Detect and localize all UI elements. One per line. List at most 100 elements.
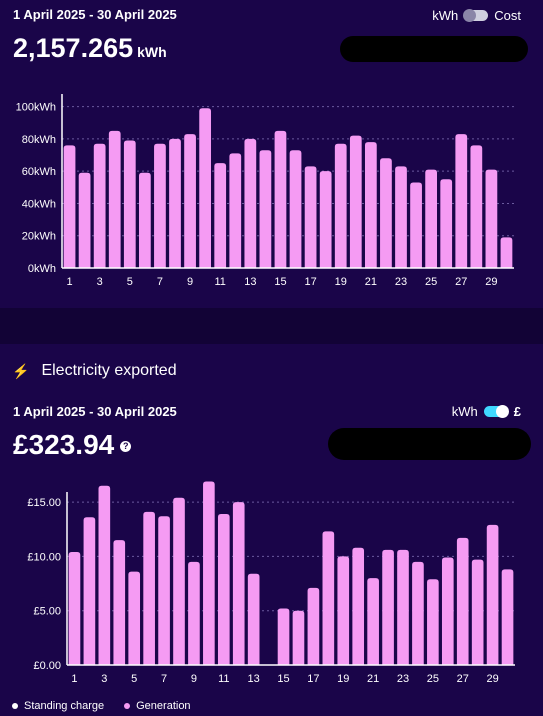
bar-day-28 [470, 145, 483, 268]
usage-date-range: 1 April 2025 - 30 April 2025 [13, 7, 177, 22]
bar-day-7 [154, 143, 166, 268]
export-date-range: 1 April 2025 - 30 April 2025 [13, 404, 177, 419]
x-tick-label: 27 [455, 276, 467, 288]
bar-day-28 [471, 559, 484, 665]
usage-unit-toggle[interactable]: kWh Cost [432, 8, 521, 23]
usage-total-value: 2,157.265 [13, 33, 134, 63]
usage-toggle-knob [463, 9, 477, 22]
bar-day-26 [440, 179, 453, 268]
y-tick-label: 80kWh [22, 134, 56, 146]
bar-day-30 [500, 237, 513, 268]
generation-dot-icon [124, 703, 131, 709]
bar-day-29 [486, 524, 499, 665]
bar-day-3 [93, 143, 106, 268]
bar-day-7 [158, 516, 170, 665]
bar-day-13 [247, 573, 260, 665]
y-tick-label: 20kWh [22, 231, 56, 243]
bar-day-10 [203, 481, 215, 665]
x-tick-label: 15 [274, 276, 286, 288]
export-toggle-switch[interactable] [483, 405, 509, 418]
bar-day-16 [292, 610, 305, 665]
legend-standing-charge-label: Standing charge [24, 700, 105, 712]
y-tick-label: £10.00 [27, 551, 61, 563]
legend-standing-charge: Standing charge [12, 700, 104, 712]
x-tick-label: 19 [335, 276, 347, 288]
export-panel: ⚡ Electricity exported 1 April 2025 - 30… [0, 344, 543, 716]
export-section-header: ⚡ Electricity exported [12, 362, 177, 380]
export-toggle-right-label: £ [513, 404, 521, 419]
x-tick-label: 9 [191, 673, 197, 685]
bar-day-15 [274, 130, 287, 268]
x-tick-label: 1 [66, 276, 72, 288]
x-tick-label: 13 [248, 673, 260, 685]
export-total: £323.94? [13, 429, 132, 461]
bar-day-11 [217, 514, 230, 665]
bar-day-29 [485, 169, 498, 268]
bar-day-27 [456, 537, 469, 665]
bar-day-12 [232, 502, 245, 665]
x-tick-label: 21 [365, 276, 377, 288]
lightning-bolt-icon: ⚡ [12, 362, 30, 379]
x-tick-label: 29 [485, 276, 497, 288]
bar-day-21 [367, 578, 379, 665]
export-unit-toggle[interactable]: kWh £ [452, 404, 521, 419]
bar-day-4 [113, 540, 126, 665]
bar-day-6 [143, 511, 155, 665]
x-tick-label: 1 [71, 673, 77, 685]
bar-day-4 [108, 130, 121, 268]
bar-day-1 [68, 552, 81, 665]
bar-day-2 [83, 517, 96, 665]
x-tick-label: 29 [486, 673, 498, 685]
x-tick-label: 11 [214, 276, 225, 288]
x-tick-label: 3 [101, 673, 107, 685]
bar-day-26 [441, 557, 454, 665]
bar-day-14 [259, 150, 272, 268]
y-tick-label: 60kWh [22, 166, 56, 178]
bar-day-24 [412, 561, 424, 665]
x-tick-label: 5 [131, 673, 137, 685]
usage-panel: 1 April 2025 - 30 April 2025 kWh Cost 2,… [0, 0, 543, 308]
redacted-area-2 [328, 428, 531, 460]
y-tick-label: £5.00 [33, 606, 61, 618]
bar-day-13 [244, 138, 257, 268]
usage-toggle-switch[interactable] [463, 9, 489, 22]
x-tick-label: 25 [427, 673, 439, 685]
x-tick-label: 7 [157, 276, 163, 288]
x-tick-label: 17 [307, 673, 319, 685]
bar-day-25 [427, 579, 439, 665]
x-tick-label: 11 [218, 673, 229, 685]
x-tick-label: 9 [187, 276, 193, 288]
x-tick-label: 27 [457, 673, 469, 685]
x-tick-label: 21 [367, 673, 379, 685]
bar-day-25 [425, 169, 438, 268]
export-section-title: Electricity exported [41, 362, 177, 379]
usage-toggle-right-label: Cost [494, 8, 521, 23]
bar-day-24 [410, 182, 422, 268]
y-tick-label: £15.00 [27, 497, 61, 509]
bar-day-8 [169, 138, 181, 268]
bar-day-15 [277, 608, 290, 665]
y-tick-label: £0.00 [33, 660, 61, 672]
bar-day-20 [352, 547, 365, 665]
bar-day-2 [78, 172, 91, 268]
bar-day-16 [289, 150, 302, 268]
bar-day-23 [395, 166, 407, 268]
export-toggle-knob [495, 405, 509, 418]
bar-day-18 [322, 531, 335, 665]
bar-day-19 [337, 556, 350, 665]
x-tick-label: 13 [244, 276, 256, 288]
help-icon[interactable]: ? [120, 441, 132, 453]
bar-day-10 [199, 108, 212, 268]
bar-day-5 [123, 140, 136, 268]
x-tick-label: 15 [277, 673, 289, 685]
y-tick-label: 0kWh [28, 263, 56, 275]
legend-generation-label: Generation [136, 700, 191, 712]
redacted-area [340, 36, 528, 62]
bar-day-12 [229, 153, 242, 268]
usage-toggle-left-label: kWh [432, 8, 459, 23]
usage-total: 2,157.265 kWh [13, 33, 167, 64]
bar-day-30 [501, 569, 514, 665]
x-tick-label: 23 [397, 673, 409, 685]
export-total-value: £323.94 [13, 429, 115, 460]
